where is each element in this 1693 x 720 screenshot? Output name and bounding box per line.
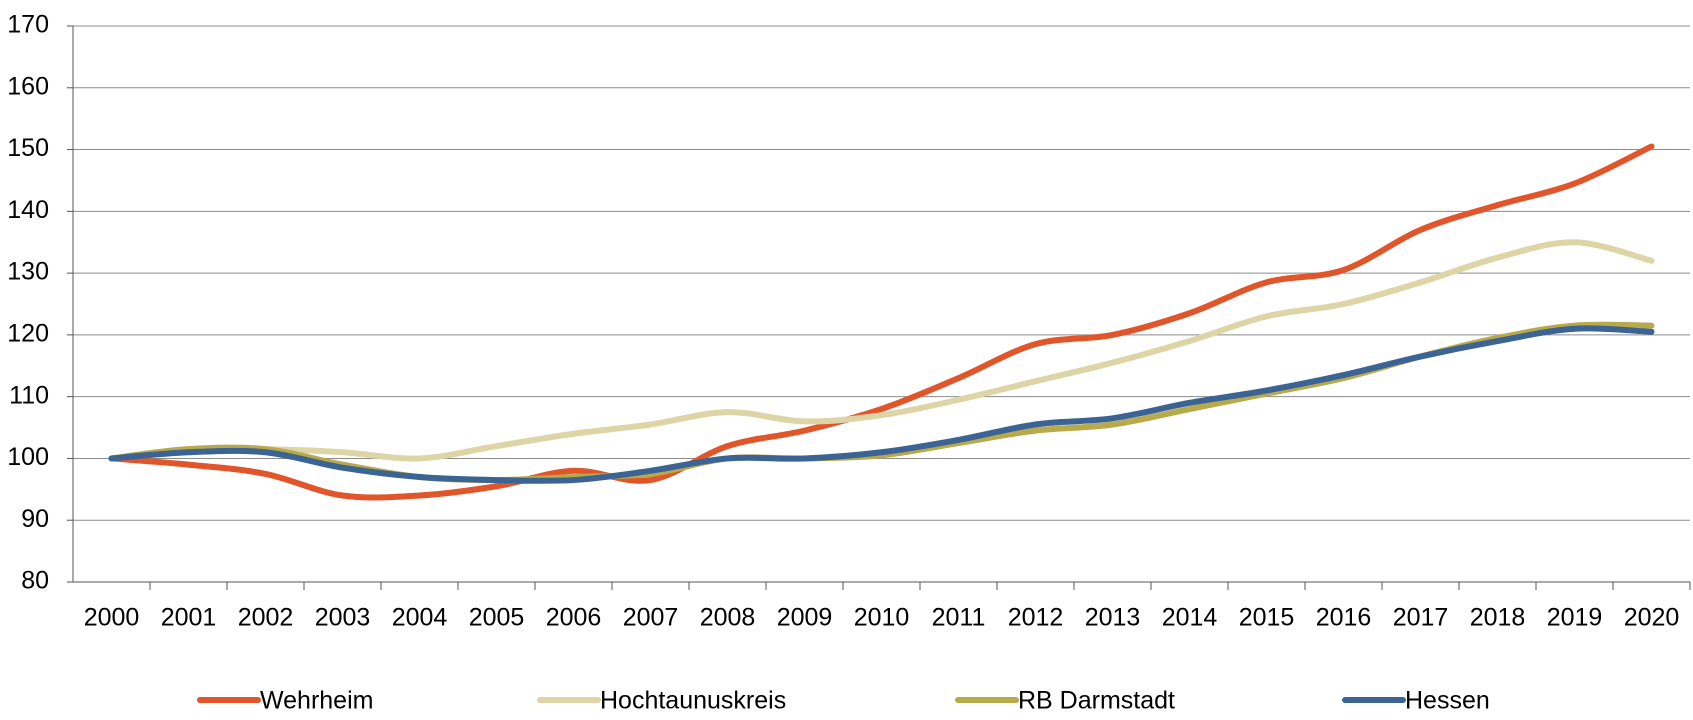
legend-label: Hessen	[1405, 687, 1490, 715]
x-tick-label: 2019	[1547, 604, 1603, 632]
y-tick-label: 110	[9, 381, 49, 409]
y-tick-label: 80	[21, 567, 49, 595]
x-tick-label: 2007	[623, 604, 679, 632]
line	[108, 321, 1655, 484]
x-tick-label: 2003	[315, 604, 371, 632]
x-tick-label: 2005	[469, 604, 525, 632]
x-tick-label: 2016	[1316, 604, 1372, 632]
y-tick-label: 150	[7, 134, 49, 162]
y-tick-label: 160	[7, 72, 49, 100]
line	[108, 325, 1655, 484]
x-tick-label: 2000	[84, 604, 140, 632]
x-tick-label: 2013	[1085, 604, 1141, 632]
y-tick-label: 140	[7, 196, 49, 224]
legend-label: RB Darmstadt	[1018, 687, 1175, 715]
x-tick-label: 2009	[777, 604, 833, 632]
y-tick-label: 130	[7, 258, 49, 286]
x-tick-label: 2004	[392, 604, 448, 632]
y-tick-label: 170	[7, 11, 49, 39]
x-tick-label: 2002	[238, 604, 294, 632]
x-tick-label: 2008	[700, 604, 756, 632]
x-tick-label: 2012	[1008, 604, 1064, 632]
line	[108, 239, 1655, 462]
legend-label: Hochtaunuskreis	[600, 687, 786, 715]
x-tick-label: 2017	[1393, 604, 1449, 632]
x-tick-label: 2015	[1239, 604, 1295, 632]
x-tick-label: 2006	[546, 604, 602, 632]
x-tick-label: 2014	[1162, 604, 1218, 632]
y-tick-label: 100	[7, 443, 49, 471]
x-tick-label: 2018	[1470, 604, 1526, 632]
y-tick-label: 120	[7, 319, 49, 347]
line	[108, 143, 1655, 501]
y-tick-label: 90	[21, 505, 49, 533]
x-tick-label: 2010	[854, 604, 910, 632]
legend-label: Wehrheim	[260, 687, 373, 715]
x-tick-label: 2020	[1624, 604, 1680, 632]
x-tick-label: 2001	[161, 604, 217, 632]
x-tick-label: 2011	[932, 604, 986, 632]
